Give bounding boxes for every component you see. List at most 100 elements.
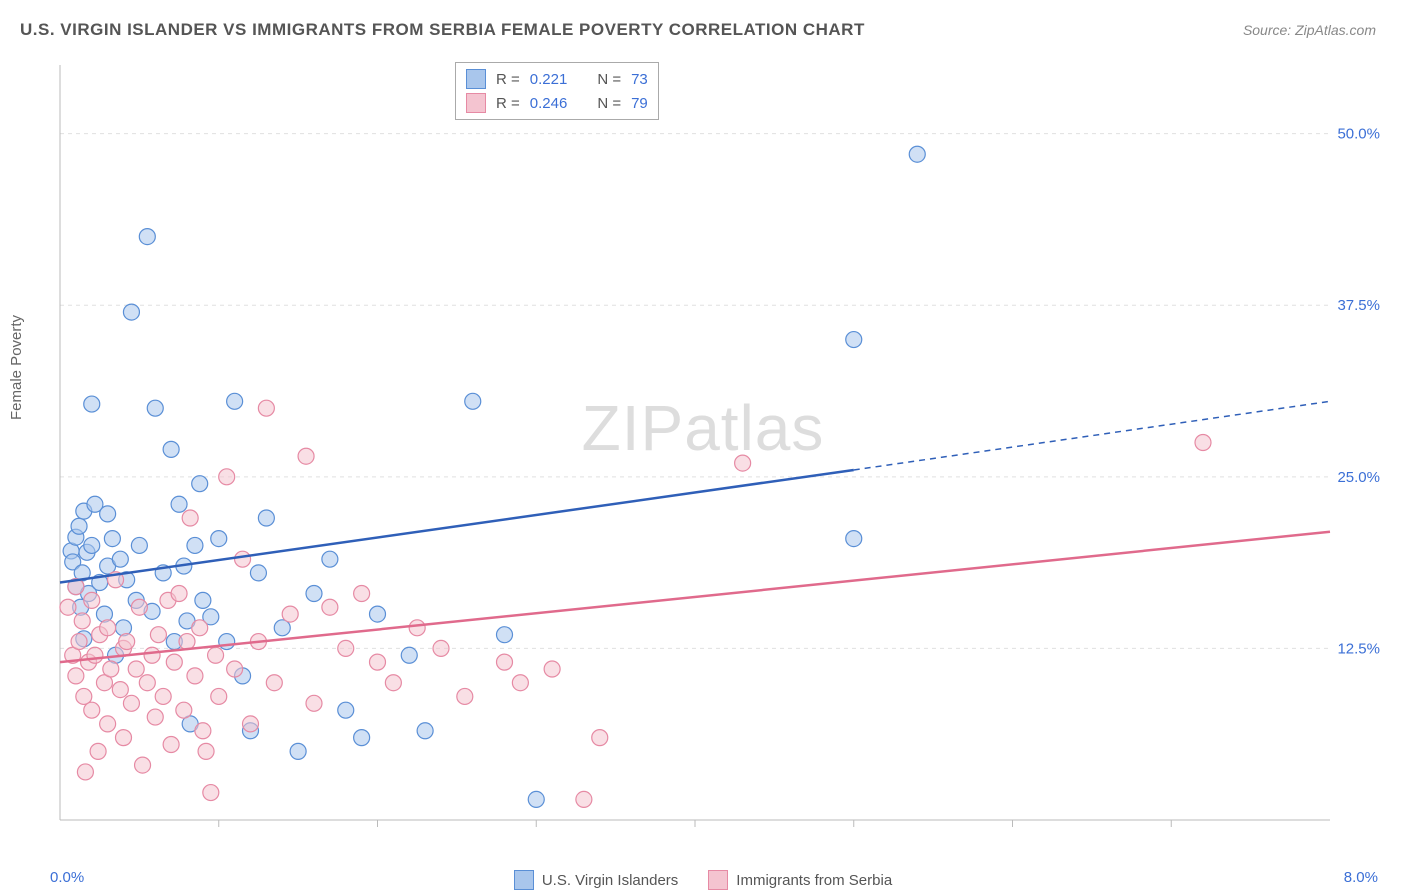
data-point (322, 551, 338, 567)
y-tick-label: 12.5% (1337, 640, 1380, 657)
x-axis-min-label: 0.0% (50, 869, 84, 886)
data-point (139, 229, 155, 245)
trend-line (60, 532, 1330, 662)
data-point (243, 716, 259, 732)
data-point (219, 634, 235, 650)
data-point (77, 764, 93, 780)
data-point (84, 592, 100, 608)
data-point (592, 730, 608, 746)
data-point (60, 599, 76, 615)
data-point (155, 688, 171, 704)
data-point (235, 551, 251, 567)
data-point (171, 496, 187, 512)
trend-line (60, 470, 854, 583)
data-point (112, 551, 128, 567)
data-point (846, 332, 862, 348)
data-point (198, 743, 214, 759)
data-point (433, 640, 449, 656)
legend-item: Immigrants from Serbia (708, 870, 892, 890)
data-point (385, 675, 401, 691)
n-value: 73 (631, 71, 648, 88)
data-point (123, 304, 139, 320)
data-point (100, 620, 116, 636)
data-point (258, 510, 274, 526)
swatch-icon (466, 69, 486, 89)
data-point (290, 743, 306, 759)
data-point (187, 537, 203, 553)
data-point (147, 709, 163, 725)
data-point (119, 634, 135, 650)
data-point (195, 723, 211, 739)
data-point (909, 146, 925, 162)
data-point (171, 586, 187, 602)
data-point (144, 647, 160, 663)
data-point (298, 448, 314, 464)
data-point (203, 785, 219, 801)
data-point (87, 647, 103, 663)
data-point (123, 695, 139, 711)
data-point (735, 455, 751, 471)
data-point (116, 730, 132, 746)
data-point (100, 716, 116, 732)
data-point (338, 640, 354, 656)
data-point (322, 599, 338, 615)
data-point (192, 476, 208, 492)
swatch-icon (466, 93, 486, 113)
series-name: U.S. Virgin Islanders (542, 872, 678, 889)
data-point (100, 506, 116, 522)
x-axis-max-label: 8.0% (1344, 869, 1378, 886)
data-point (370, 654, 386, 670)
trend-line-extrapolated (854, 401, 1330, 470)
swatch-icon (514, 870, 534, 890)
r-label: R = (496, 71, 520, 88)
data-point (370, 606, 386, 622)
data-point (409, 620, 425, 636)
data-point (457, 688, 473, 704)
data-point (258, 400, 274, 416)
data-point (266, 675, 282, 691)
y-axis-label: Female Poverty (8, 315, 25, 420)
data-point (147, 400, 163, 416)
data-point (338, 702, 354, 718)
data-point (139, 675, 155, 691)
data-point (135, 757, 151, 773)
r-label: R = (496, 95, 520, 112)
chart-title: U.S. VIRGIN ISLANDER VS IMMIGRANTS FROM … (20, 20, 865, 40)
data-point (528, 791, 544, 807)
chart-area: 12.5%25.0%37.5%50.0% (50, 60, 1380, 830)
data-point (306, 695, 322, 711)
data-point (131, 537, 147, 553)
y-tick-label: 37.5% (1337, 297, 1380, 314)
source-attribution: Source: ZipAtlas.com (1243, 22, 1376, 38)
data-point (306, 586, 322, 602)
data-point (208, 647, 224, 663)
series-legend: U.S. Virgin Islanders Immigrants from Ser… (0, 870, 1406, 890)
data-point (195, 592, 211, 608)
data-point (128, 661, 144, 677)
data-point (112, 682, 128, 698)
data-point (187, 668, 203, 684)
data-point (131, 599, 147, 615)
data-point (182, 510, 198, 526)
data-point (211, 688, 227, 704)
data-point (68, 668, 84, 684)
data-point (163, 441, 179, 457)
data-point (104, 531, 120, 547)
data-point (401, 647, 417, 663)
data-point (846, 531, 862, 547)
data-point (354, 730, 370, 746)
data-point (211, 531, 227, 547)
data-point (71, 518, 87, 534)
data-point (71, 634, 87, 650)
data-point (250, 565, 266, 581)
data-point (176, 702, 192, 718)
data-point (417, 723, 433, 739)
legend-item: U.S. Virgin Islanders (514, 870, 678, 890)
data-point (497, 627, 513, 643)
data-point (227, 661, 243, 677)
data-point (74, 613, 90, 629)
data-point (219, 469, 235, 485)
data-point (150, 627, 166, 643)
data-point (84, 702, 100, 718)
stats-row: R =0.221N =73 (466, 67, 648, 91)
